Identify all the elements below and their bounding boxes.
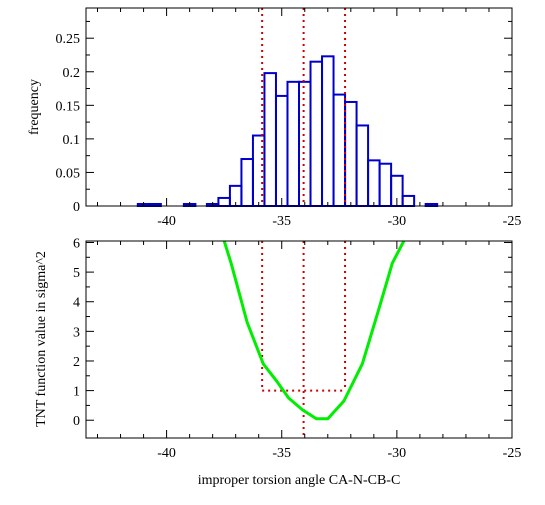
- tnt-y-tick-label: 3: [73, 325, 80, 340]
- histogram-y-tick-label: 0.05: [56, 166, 81, 181]
- histogram-bar: [344, 100, 358, 207]
- histogram-bar: [240, 158, 254, 208]
- histogram-bar: [321, 55, 335, 207]
- histogram-y-tick-label: 0: [73, 200, 80, 215]
- tnt-plot-frame: [85, 240, 513, 439]
- tnt-reference-lines: [261, 241, 347, 438]
- tnt-y-axis-label: TNT function value in sigma^2: [34, 251, 49, 427]
- histogram-bar: [298, 80, 312, 207]
- tnt-panel: -40 -35 -30 -25 0 1 2 3 4 5 6 TNT function value i…: [34, 236, 521, 488]
- histogram-bar: [286, 80, 300, 207]
- histogram-bar: [263, 72, 277, 207]
- histogram-y-tick-label: 0.1: [63, 133, 81, 148]
- histogram-y-axis-label: frequency: [27, 79, 42, 135]
- histogram-bar: [217, 196, 231, 208]
- tnt-x-tick-label: -40: [157, 446, 176, 461]
- tnt-y-tick-label: 2: [73, 355, 80, 370]
- tnt-y-tick-label: 1: [73, 385, 80, 400]
- tnt-x-axis-label: improper torsion angle CA-N-CB-C: [198, 473, 401, 488]
- histogram-bar: [367, 159, 381, 208]
- tnt-x-tick-label: -25: [503, 446, 522, 461]
- tnt-ticks: -40 -35 -30 -25 0 1 2 3 4 5 6: [73, 236, 521, 461]
- histogram-bar: [309, 60, 324, 207]
- tnt-y-tick-label: 0: [73, 414, 80, 429]
- histogram-bar: [332, 93, 347, 207]
- tnt-y-tick-label: 5: [73, 266, 80, 281]
- tnt-x-tick-label: -35: [272, 446, 291, 461]
- histogram-plot-frame: [85, 7, 513, 207]
- tnt-x-tick-label: -30: [388, 446, 407, 461]
- histogram-panel: -40 -35 -30 -25 0 0.05 0.1 0.15 0.2 0.25 frequenc…: [27, 7, 522, 229]
- histogram-x-tick-label: -30: [388, 214, 407, 229]
- tnt-function-line: [222, 240, 406, 421]
- histogram-bars: [136, 55, 439, 208]
- histogram-y-tick-label: 0.25: [56, 32, 81, 47]
- histogram-x-tick-label: -40: [157, 214, 176, 229]
- histogram-bar: [378, 162, 393, 207]
- histogram-x-tick-label: -35: [272, 214, 291, 229]
- histogram-y-tick-label: 0.2: [63, 66, 81, 81]
- histogram-bar: [274, 94, 289, 207]
- tnt-y-tick-label: 6: [73, 236, 80, 251]
- histogram-y-tick-label: 0.15: [56, 99, 81, 114]
- histogram-bar: [355, 124, 370, 207]
- histogram-bar: [401, 194, 416, 208]
- tnt-y-tick-label: 4: [73, 296, 80, 311]
- histogram-x-tick-label: -25: [503, 214, 522, 229]
